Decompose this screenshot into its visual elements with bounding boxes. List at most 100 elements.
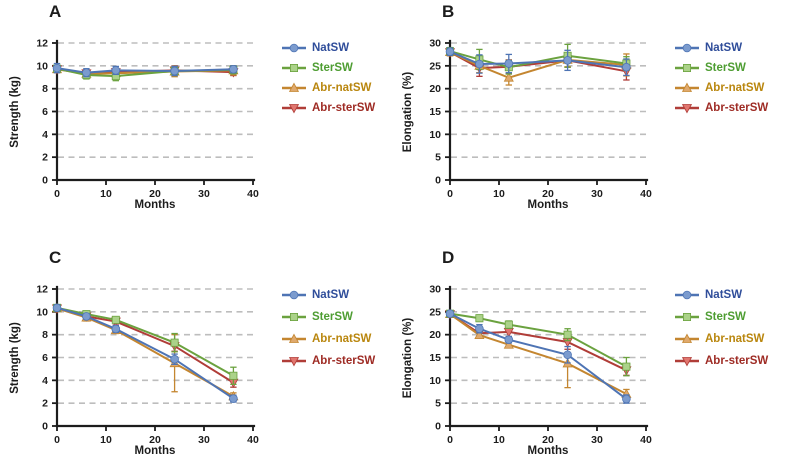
- square-legend-swatch: [675, 64, 699, 72]
- y-tick-label: 4: [42, 375, 48, 387]
- panel-b-label: B: [442, 2, 455, 21]
- triangle-down-marker: [288, 104, 300, 114]
- x-tick-label: 0: [54, 188, 60, 200]
- square-marker: [475, 314, 484, 323]
- y-tick-label: 15: [429, 352, 441, 364]
- axis-ticks: [52, 42, 254, 185]
- y-tick-label: 5: [435, 398, 441, 410]
- triangle-down-legend-swatch: [282, 104, 306, 114]
- legend-item-natsw: NatSW: [282, 289, 375, 301]
- y-tick-label: 0: [435, 421, 441, 433]
- circle-legend-swatch: [282, 43, 306, 53]
- legend-label: NatSW: [312, 289, 350, 301]
- legend-label: NatSW: [312, 42, 350, 54]
- legend-label: Abr-sterSW: [705, 355, 769, 367]
- panel-c-x-axis-title: Months: [134, 445, 176, 457]
- triangle-up-marker: [474, 329, 485, 340]
- tick-labels: 0 2 4 6 8 10 12 0 10 20 30 40: [36, 284, 259, 447]
- x-tick-label: 20: [149, 434, 161, 446]
- square-marker: [504, 320, 513, 329]
- square-legend-swatch: [675, 313, 699, 321]
- triangle-up-marker: [681, 82, 693, 92]
- panel-b-chart: 0 5 10 15 20 25 30 0 10 20 30 40: [429, 38, 652, 201]
- legend-label: NatSW: [705, 289, 743, 301]
- gridlines: [58, 42, 253, 158]
- legend-item-abr-natsw: Abr-natSW: [282, 82, 375, 94]
- axes: [55, 39, 256, 182]
- legend-label: SterSW: [705, 311, 746, 323]
- square-marker: [111, 315, 120, 324]
- axis-ticks: [52, 288, 254, 431]
- panel-a-legend: NatSW SterSW Abr-natSW Abr-sterSW: [282, 42, 375, 114]
- circle-marker: [111, 66, 121, 75]
- circle-marker: [111, 324, 121, 334]
- y-tick-label: 8: [42, 83, 48, 95]
- y-tick-label: 8: [42, 329, 48, 341]
- series-Abr-natSW: [51, 302, 239, 401]
- square-marker: [229, 371, 238, 380]
- x-tick-label: 10: [100, 188, 112, 200]
- y-tick-label: 0: [42, 175, 48, 187]
- x-tick-label: 30: [591, 434, 603, 446]
- legend-item-stersw: SterSW: [282, 311, 375, 323]
- circle-marker: [682, 43, 692, 53]
- circle-marker: [504, 335, 514, 344]
- tick-labels: 0 5 10 15 20 25 30 0 10 20 30 40: [429, 284, 652, 447]
- legend-label: Abr-sterSW: [705, 102, 769, 114]
- triangle-up-marker: [288, 82, 300, 92]
- circle-marker: [229, 394, 238, 403]
- square-marker: [622, 362, 631, 371]
- y-tick-label: 10: [36, 306, 48, 318]
- panel-d-x-axis-title: Months: [527, 445, 569, 457]
- circle-marker: [289, 43, 299, 53]
- panel-a-chart: 0 2 4 6 8 10 12 0 10 20 30 40: [36, 38, 259, 201]
- circle-marker: [563, 56, 572, 65]
- legend-label: Abr-natSW: [312, 82, 372, 94]
- circle-marker: [475, 324, 484, 334]
- legend-item-abr-stersw: Abr-sterSW: [675, 355, 768, 367]
- x-tick-label: 10: [493, 188, 505, 200]
- circle-legend-swatch: [282, 290, 306, 300]
- circle-legend-swatch: [675, 290, 699, 300]
- x-tick-label: 30: [198, 434, 210, 446]
- series-line: [449, 313, 627, 372]
- series-NatSW: [52, 62, 238, 78]
- legend-item-abr-stersw: Abr-sterSW: [282, 355, 375, 367]
- panel-a-x-axis-title: Months: [134, 199, 176, 211]
- panel-a-y-axis-title: Strength (kg): [9, 76, 21, 148]
- y-tick-label: 20: [429, 83, 441, 95]
- circle-marker: [82, 68, 91, 77]
- y-tick-label: 12: [36, 284, 48, 296]
- axis-ticks: [445, 42, 647, 185]
- series-Abr-sterSW: [444, 310, 632, 376]
- triangle-up-marker: [681, 333, 693, 343]
- x-tick-label: 40: [247, 434, 259, 446]
- x-tick-label: 10: [493, 434, 505, 446]
- legend-item-abr-stersw: Abr-sterSW: [675, 102, 768, 114]
- legend-item-abr-natsw: Abr-natSW: [675, 333, 768, 345]
- x-tick-label: 10: [100, 434, 112, 446]
- circle-marker: [445, 47, 455, 56]
- panel-c-chart: 0 2 4 6 8 10 12 0 10 20 30 40: [36, 284, 259, 447]
- panel-d-label: D: [442, 248, 455, 267]
- circle-marker: [82, 312, 91, 321]
- legend-item-abr-stersw: Abr-sterSW: [282, 102, 375, 114]
- square-legend-swatch: [282, 64, 306, 72]
- y-tick-label: 0: [435, 175, 441, 187]
- triangle-up-marker: [503, 339, 514, 349]
- panel-c-legend: NatSW SterSW Abr-natSW Abr-sterSW: [282, 289, 375, 367]
- triangle-down-marker: [288, 357, 300, 367]
- square-marker: [170, 338, 179, 347]
- panel-a: A 0 2 4 6 8 10 12 0 10 20 30 40 Strength (kg) Month…: [0, 0, 393, 236]
- y-tick-label: 20: [429, 329, 441, 341]
- legend-item-natsw: NatSW: [675, 289, 768, 301]
- triangle-up-legend-swatch: [675, 333, 699, 343]
- y-tick-label: 25: [429, 60, 441, 72]
- legend-label: Abr-sterSW: [312, 355, 376, 367]
- series-SterSW: [53, 64, 238, 82]
- y-tick-label: 25: [429, 306, 441, 318]
- y-tick-label: 0: [42, 421, 48, 433]
- x-tick-label: 0: [447, 188, 453, 200]
- legend-label: NatSW: [705, 42, 743, 54]
- series-NatSW: [445, 47, 631, 77]
